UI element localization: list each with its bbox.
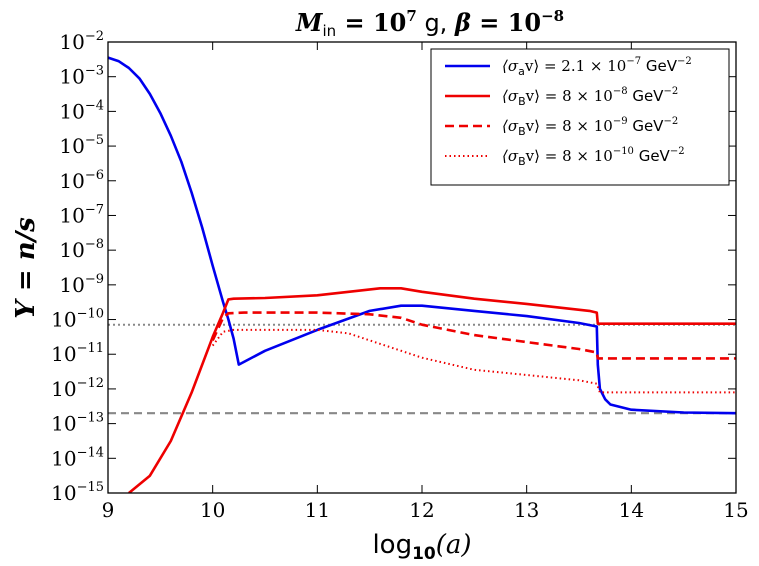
- title-sub: in: [322, 22, 336, 40]
- y-tick-label: 10−7: [59, 202, 104, 227]
- legend-entry-1: ⟨σav⟩ = 2.1 × 10−7 GeV−2: [445, 56, 692, 78]
- title-eq2: = 10: [471, 8, 541, 37]
- x-tick-label: 11: [305, 498, 330, 522]
- y-tick-label: 10−3: [59, 64, 104, 89]
- series-lines: [108, 56, 736, 493]
- y-tick-label: 10−12: [51, 376, 104, 401]
- legend-entry-3: ⟨σBv⟩ = 8 × 10−9 GeV−2: [445, 116, 678, 138]
- axis-ticks: [107, 41, 737, 494]
- y-tick-label: 10−14: [51, 445, 104, 470]
- legend-entry-2: ⟨σBv⟩ = 8 × 10−8 GeV−2: [445, 86, 678, 108]
- y-axis-label: Y = n/s: [11, 217, 41, 319]
- x-tick-label: 10: [200, 498, 225, 522]
- y-tick-label: 10−9: [59, 272, 104, 297]
- reference-lines: [108, 323, 736, 415]
- y-tick-label: 10−6: [59, 168, 104, 193]
- title-eq: = 10: [336, 8, 406, 37]
- x-tick-label: 9: [102, 498, 115, 522]
- x-axis-label: log10(a): [372, 530, 471, 564]
- legend-label: ⟨σBv⟩ = 8 × 10−8 GeV−2: [502, 86, 678, 108]
- legend-label: ⟨σav⟩ = 2.1 × 10−7 GeV−2: [502, 56, 692, 78]
- y-tick-label: 10−2: [59, 29, 104, 54]
- x-tick-label: 14: [619, 498, 644, 522]
- y-tick-label: 10−13: [51, 411, 104, 436]
- title-exp1: 7: [406, 7, 416, 25]
- x-tick-label: 15: [723, 498, 748, 522]
- title-exp2: −8: [541, 7, 564, 25]
- legend-label: ⟨σBv⟩ = 8 × 10−9 GeV−2: [502, 116, 678, 138]
- x-tick-label: 12: [409, 498, 434, 522]
- y-tick-label: 10−4: [59, 98, 104, 123]
- series-line-2: [128, 287, 736, 493]
- y-tick-label: 10−15: [51, 480, 104, 505]
- y-tick-label: 10−8: [59, 237, 104, 262]
- plot-area: [108, 56, 736, 493]
- title-unit: g,: [417, 9, 455, 37]
- legend: ⟨σav⟩ = 2.1 × 10−7 GeV−2 ⟨σBv⟩ = 8 × 10−8…: [430, 48, 730, 186]
- series-line-3: [211, 311, 736, 360]
- series-line-4: [211, 328, 736, 394]
- legend-box: [430, 48, 730, 186]
- legend-label: ⟨σBv⟩ = 8 × 10−10 GeV−2: [502, 146, 685, 168]
- x-tick-labels: 9 10 11 12 13 14 15: [102, 498, 749, 522]
- y-tick-label: 10−10: [51, 307, 104, 332]
- x-tick-label: 13: [514, 498, 539, 522]
- chart-title: Min = 107 g, β = 10−8: [295, 7, 564, 40]
- y-tick-label: 10−11: [51, 341, 104, 366]
- y-tick-label: 10−5: [59, 133, 104, 158]
- series-line-1: [108, 56, 736, 415]
- title-beta: β: [454, 8, 471, 37]
- y-tick-labels: 10−2 10−3 10−4 10−5 10−6 10−7 10−8 10−9 10−10 10−…: [51, 29, 104, 505]
- title-m: M: [295, 8, 324, 37]
- legend-entry-4: ⟨σBv⟩ = 8 × 10−10 GeV−2: [445, 146, 685, 168]
